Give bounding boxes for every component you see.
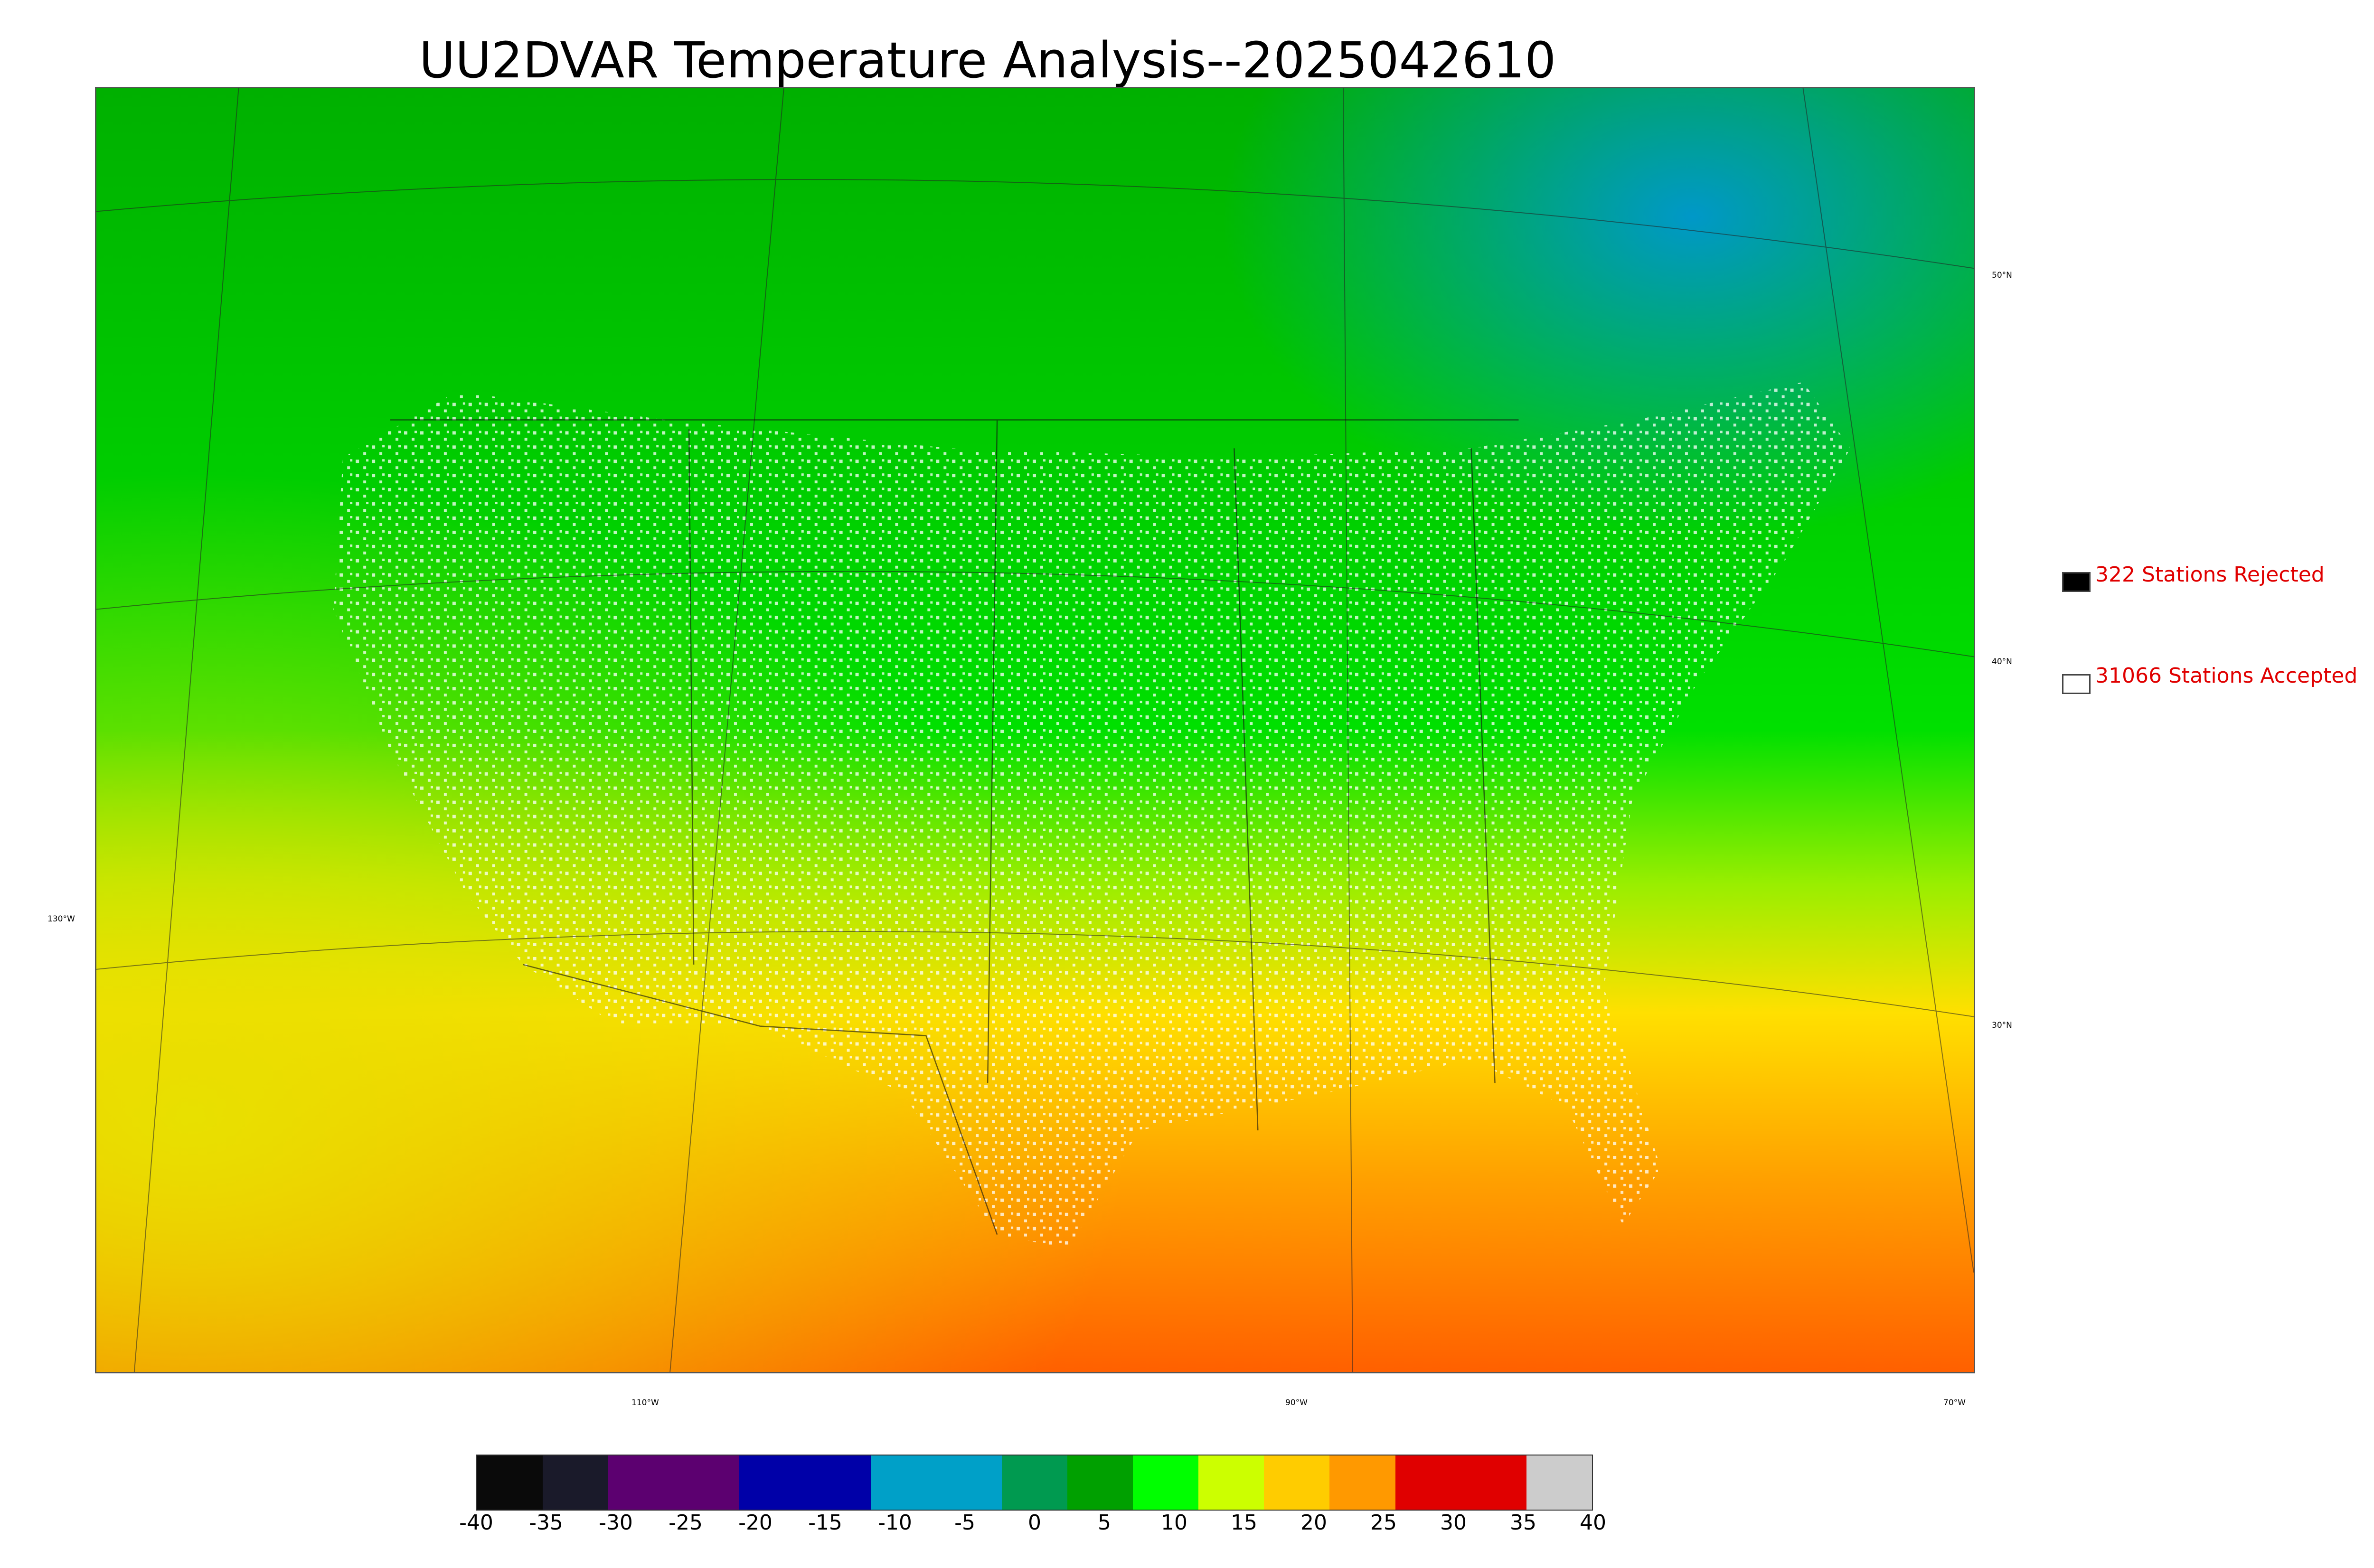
lon-label-110w: 110°W (631, 1398, 659, 1408)
colorbar-tick-label: 40 (1580, 1511, 1606, 1535)
colorbar-segment (1133, 1455, 1199, 1510)
colorbar-tick-label: -40 (459, 1511, 493, 1535)
colorbar-tick-label: 0 (1028, 1511, 1041, 1535)
graticule-lines (96, 88, 1974, 1372)
colorbar-tick-label: 15 (1231, 1511, 1257, 1535)
political-boundaries (390, 419, 1519, 1235)
colorbar-segment (1067, 1455, 1133, 1510)
colorbar-tick-label: -35 (529, 1511, 563, 1535)
colorbar-tick-label: 5 (1098, 1511, 1111, 1535)
colorbar-segment (1198, 1455, 1264, 1510)
colorbar-segment (1001, 1455, 1067, 1510)
colorbar-segment (1526, 1455, 1592, 1510)
colorbar-segment (1460, 1455, 1526, 1510)
colorbar-segment (1329, 1455, 1395, 1510)
colorbar-tick-label: 20 (1300, 1511, 1327, 1535)
colorbar-tick-label: -25 (669, 1511, 703, 1535)
colorbar-tick-label: 35 (1510, 1511, 1536, 1535)
accepted-label: 31066 Stations Accepted (2095, 664, 2358, 688)
colorbar-tick-label: 30 (1440, 1511, 1467, 1535)
colorbar (476, 1455, 1593, 1511)
colorbar-segment (543, 1455, 609, 1510)
colorbar-segment (805, 1455, 871, 1510)
colorbar-tick-label: -15 (808, 1511, 842, 1535)
colorbar-tick-label: -30 (599, 1511, 633, 1535)
colorbar-segment (1395, 1455, 1461, 1510)
lat-label-30n: 30°N (1992, 1021, 2012, 1030)
rejected-swatch (2062, 572, 2091, 592)
colorbar-segment (739, 1455, 805, 1510)
colorbar-segment (936, 1455, 1002, 1510)
lon-label-90w: 90°W (1285, 1398, 1308, 1408)
lon-label-70w: 70°W (1943, 1398, 1966, 1408)
colorbar-tick-label: -5 (954, 1511, 975, 1535)
lat-label-40n: 40°N (1992, 657, 2012, 667)
map-title: UU2DVAR Temperature Analysis--2025042610 (419, 31, 1556, 89)
colorbar-tick-label: -10 (878, 1511, 912, 1535)
colorbar-segment (674, 1455, 740, 1510)
colorbar-segment (608, 1455, 674, 1510)
accepted-swatch (2062, 674, 2091, 694)
lat-label-50n: 50°N (1992, 271, 2012, 280)
colorbar-tick-label: 25 (1370, 1511, 1397, 1535)
map-canvas (96, 88, 1974, 1372)
temperature-map (95, 87, 1975, 1373)
colorbar-tick-label: 10 (1161, 1511, 1187, 1535)
colorbar-segment (870, 1455, 936, 1510)
colorbar-tick-label: -20 (738, 1511, 772, 1535)
colorbar-segment (1264, 1455, 1330, 1510)
lon-label-130w: 130°W (47, 914, 75, 924)
conus-landmass (333, 382, 1851, 1249)
colorbar-segment (477, 1455, 543, 1510)
rejected-label: 322 Stations Rejected (2095, 563, 2325, 587)
